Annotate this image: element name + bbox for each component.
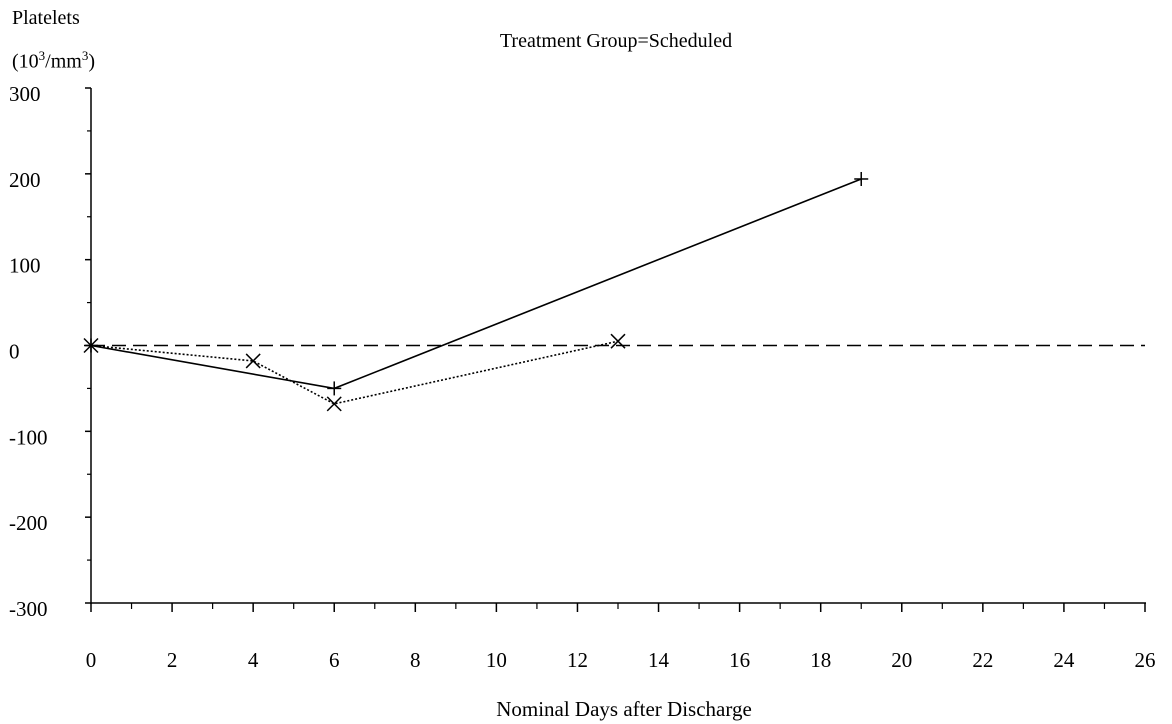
data-point-x xyxy=(326,396,342,412)
x-tick-label: 12 xyxy=(567,648,588,672)
x-tick-label: 14 xyxy=(648,648,670,672)
chart-title: Treatment Group=Scheduled xyxy=(499,30,733,52)
data-point-plus xyxy=(854,171,869,186)
x-tick-label: 10 xyxy=(486,648,507,672)
x-tick-label: 16 xyxy=(729,648,750,672)
x-tick-label: 8 xyxy=(410,648,421,672)
x-tick-label: 2 xyxy=(167,648,178,672)
y-tick-label: 100 xyxy=(9,254,41,278)
y-tick-label: 300 xyxy=(9,82,41,106)
y-tick-label: 200 xyxy=(9,168,41,192)
x-tick-label: 26 xyxy=(1135,648,1156,672)
y-tick-label: -100 xyxy=(9,425,48,449)
marker-stroke xyxy=(326,396,342,412)
data-point-x xyxy=(83,337,99,354)
y-axis-unit: (103/mm3) xyxy=(12,48,96,73)
x-axis-label: Nominal Days after Discharge xyxy=(496,697,752,721)
data-point-x xyxy=(610,333,626,349)
series-group xyxy=(83,171,869,412)
x-tick-label: 20 xyxy=(891,648,912,672)
y-tick-label: -300 xyxy=(9,597,48,621)
marker-stroke xyxy=(83,337,99,354)
y-tick-label: -200 xyxy=(9,511,48,535)
x-tick-label: 18 xyxy=(810,648,831,672)
y-axis-label: Platelets xyxy=(12,7,80,29)
y-tick-label: 0 xyxy=(9,340,20,364)
data-point-x xyxy=(245,353,261,369)
x-tick-label: 0 xyxy=(86,648,97,672)
marker-stroke xyxy=(245,353,261,369)
x-tick-label: 24 xyxy=(1053,648,1075,672)
x-tick-label: 6 xyxy=(329,648,340,672)
series-line-2 xyxy=(90,340,619,405)
data-point-plus xyxy=(327,381,342,396)
x-tick-label: 4 xyxy=(248,648,259,672)
x-tick-label: 22 xyxy=(972,648,993,672)
marker-stroke xyxy=(610,333,626,349)
